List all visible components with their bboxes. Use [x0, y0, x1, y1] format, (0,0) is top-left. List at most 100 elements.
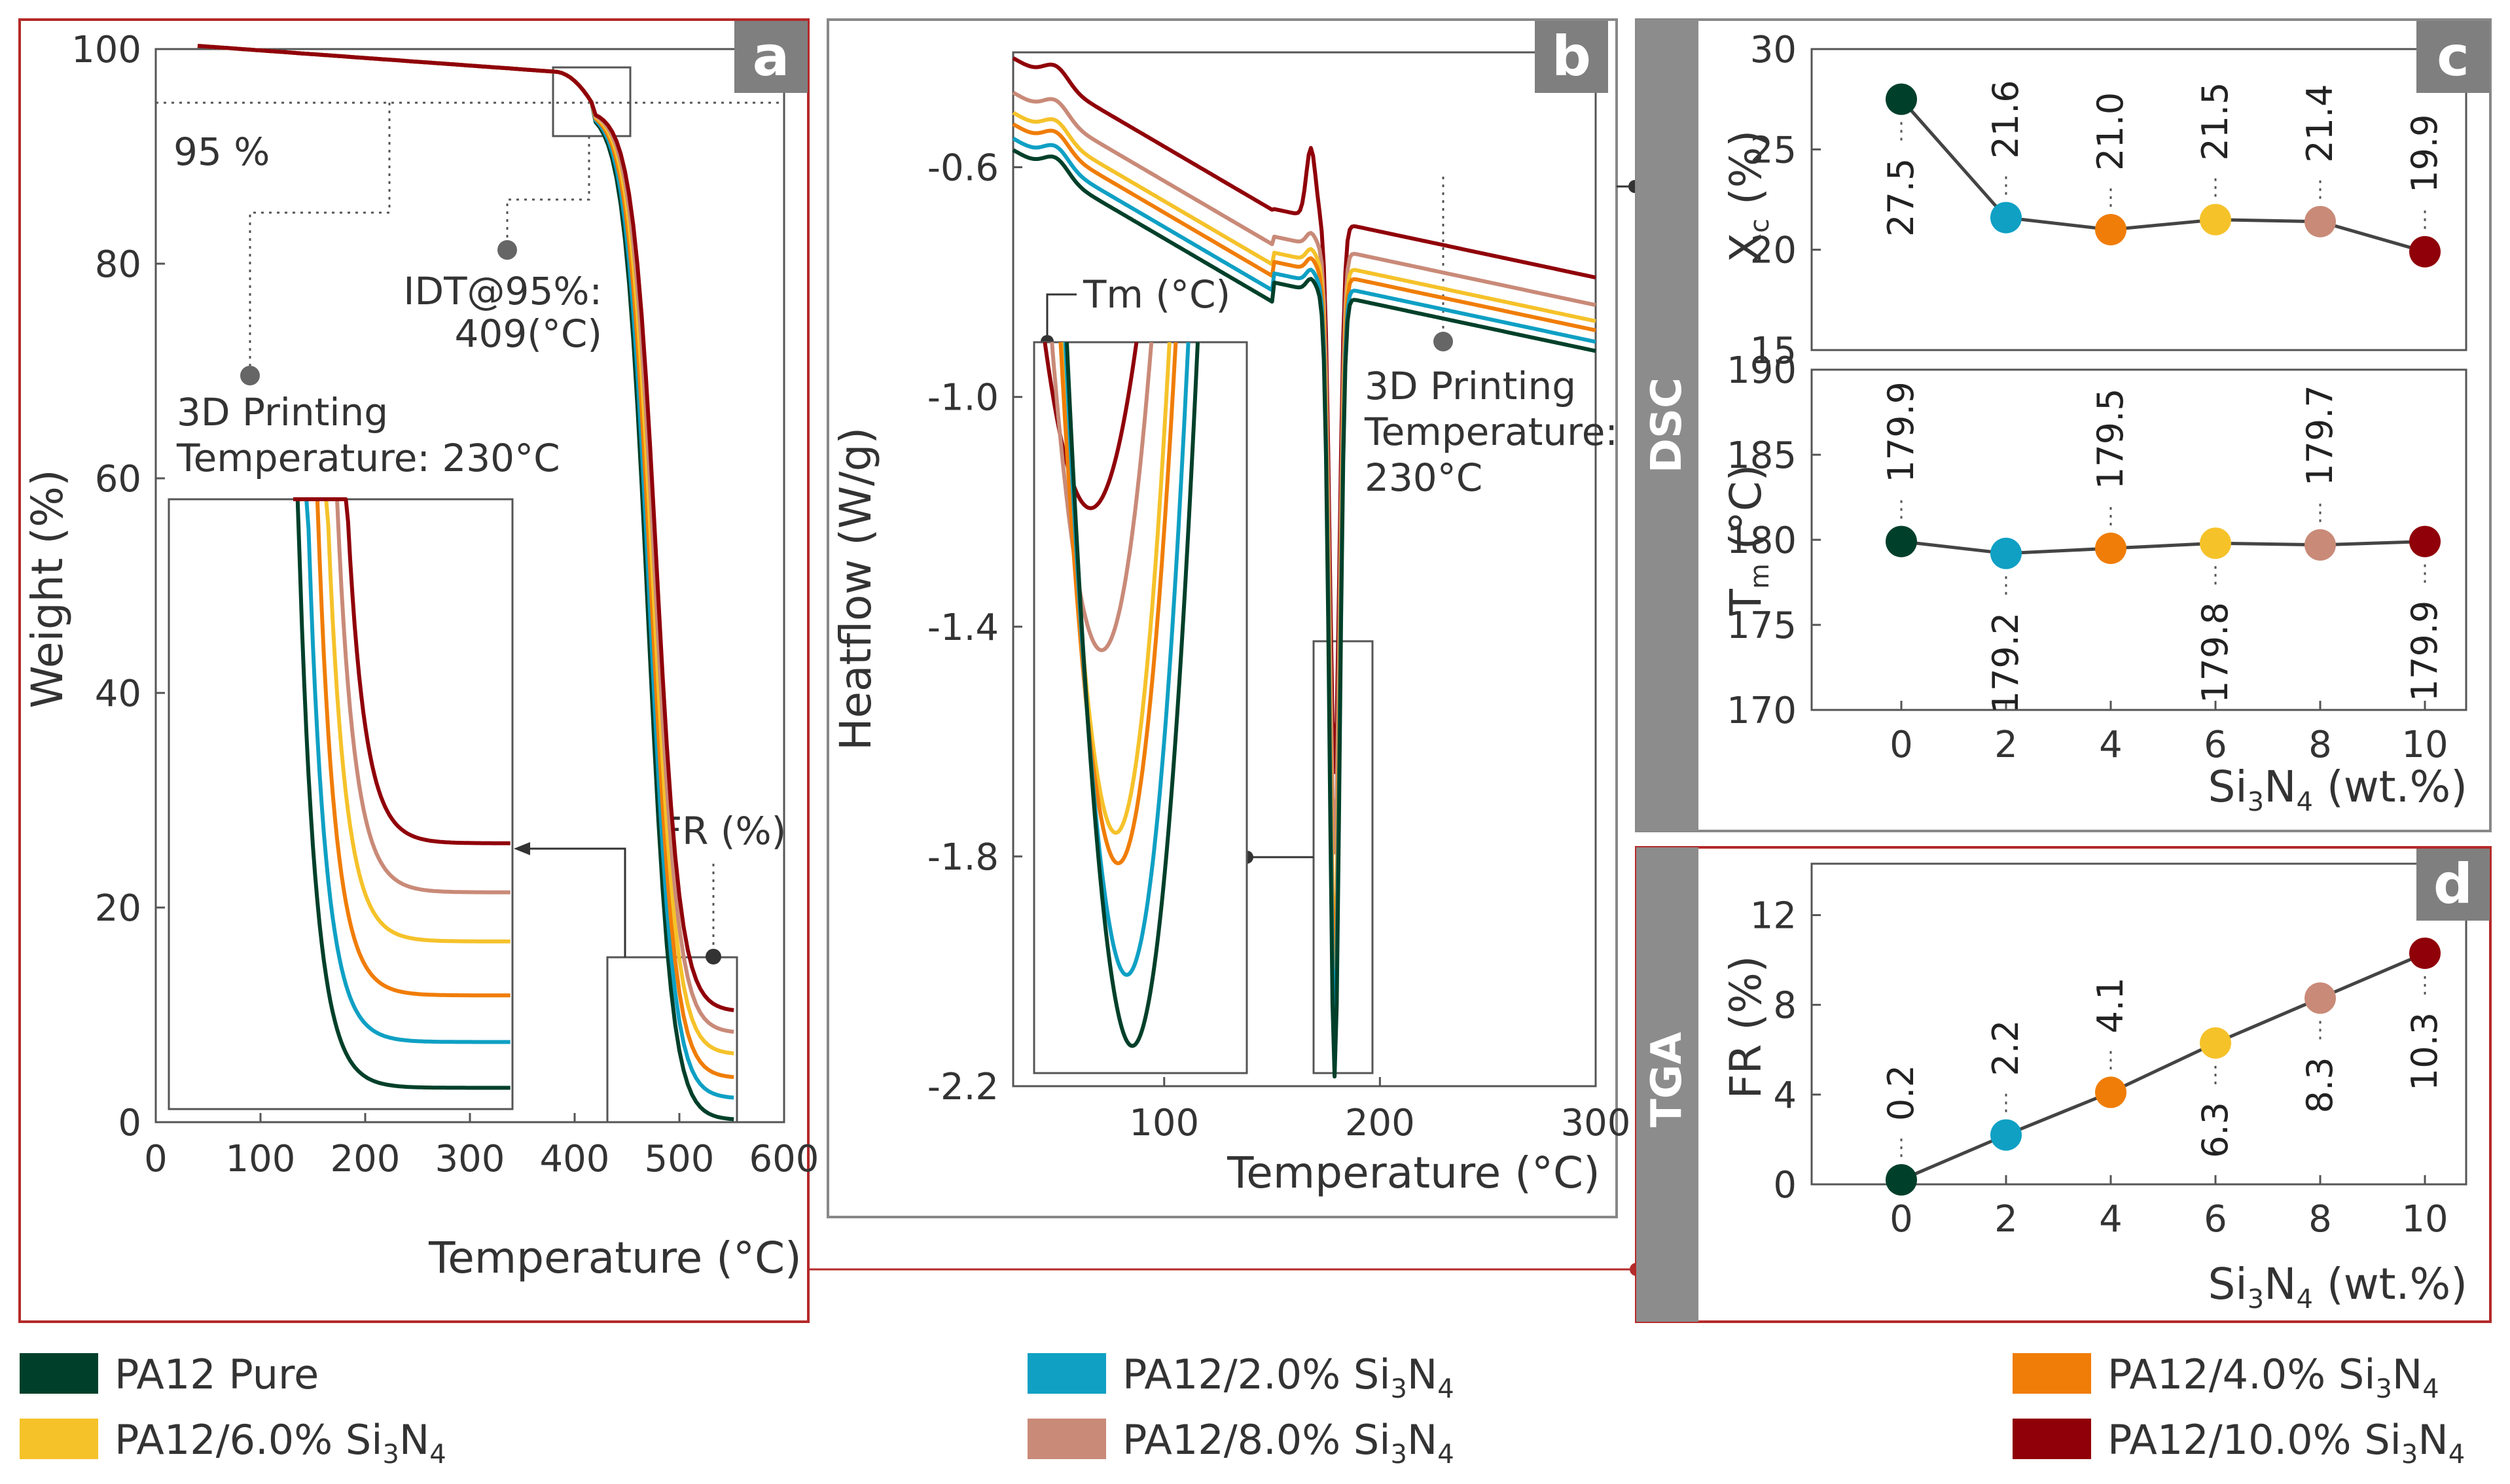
b-x-tick-label: 200: [1345, 1102, 1415, 1144]
xc-y-tick-label: 25: [1750, 129, 1797, 171]
panel-b-dsc-curves: b 100 200 300 -0.6 -1.0 -1.4 -1.8 -2.2 Heatflow…: [827, 18, 1631, 1218]
legend-label-pure: PA12 Pure: [115, 1351, 319, 1398]
fr-label: FR (%): [660, 809, 786, 853]
legend-label-2: PA12/2.0% Si3N4: [1122, 1351, 1454, 1404]
xc-point-10: [2409, 236, 2441, 268]
fr-plot-area: [1810, 862, 2467, 1186]
fr-series-line: [1901, 951, 2426, 1182]
panel-a-badge: [734, 21, 808, 93]
panel-a-x-label: Temperature (°C): [428, 1233, 802, 1283]
a-x-tick-label: 600: [749, 1138, 819, 1180]
tm-value-label: 179.2: [1985, 612, 2026, 714]
xc-y-tick-label: 20: [1750, 230, 1797, 272]
xc-point-6: [2200, 203, 2231, 236]
b-y-tick-label: -1.4: [927, 607, 999, 649]
fr-point-4: [2095, 1076, 2126, 1108]
tm-y-tick-label: 185: [1727, 434, 1797, 477]
a-x-tick-label: 0: [144, 1138, 168, 1180]
tm-point-6: [2200, 527, 2231, 559]
panel-c-badge: [2416, 21, 2490, 93]
tga-side-bar: [1636, 847, 1698, 1322]
fr-value-label: 6.3: [2195, 1102, 2236, 1158]
legend-label-4: PA12/4.0% Si3N4: [2107, 1351, 2439, 1404]
tm-value-label: 179.9: [1880, 381, 1922, 483]
fr-x-tick-label: 0: [1890, 1198, 1913, 1241]
legend-label-6: PA12/6.0% Si3N4: [115, 1416, 446, 1470]
peak-zoom-box: [1312, 640, 1374, 1074]
panel-a-ticks: 0 100 200 300 400 500 600 0 20 40 60 80 100: [71, 29, 819, 1180]
panel-a-inset-curves: [293, 497, 511, 1090]
a-y-tick-label: 60: [95, 458, 141, 501]
dsc-inset-curve-8: [1050, 342, 1154, 652]
panel-b-y-label: Heatflow (W/g): [831, 427, 881, 751]
print-temp-marker: [240, 366, 260, 385]
dsc-curve-4: [1012, 122, 1596, 976]
panel-b-x-label: Temperature (°C): [1227, 1148, 1600, 1198]
dsc-curve-8: [1012, 90, 1596, 855]
a-y-tick-label: 20: [95, 887, 141, 930]
tm-y-tick-label: 180: [1727, 520, 1797, 562]
xc-point-4: [2095, 214, 2126, 245]
xc-y-tick-label: 30: [1750, 29, 1797, 71]
fr-x-tick-label: 2: [1994, 1198, 2018, 1241]
dsc-curve-10: [1012, 56, 1596, 774]
xc-point-2: [1990, 202, 2022, 234]
dsc-curve-2: [1012, 137, 1596, 1038]
panel-c-dsc-summary: DSC c 15 20 25 30 170 175 180 185 190 0 2 4 6 8 10 Xc …: [1635, 18, 2492, 832]
b-x-tick-label: 300: [1561, 1102, 1631, 1144]
dsc-curve-6: [1012, 111, 1596, 958]
dsc-curve-0: [1012, 148, 1596, 1079]
b-y-tick-label: -2.2: [927, 1066, 999, 1108]
panel-c-badge-label: c: [2437, 24, 2469, 88]
idt-leader: [506, 136, 590, 249]
a-x-tick-label: 200: [331, 1138, 401, 1180]
xc-y-label: Xc (%): [1721, 130, 1775, 262]
xc-value-label: 21.5: [2195, 82, 2236, 160]
panel-a-curves: [197, 44, 734, 1122]
inset-arrowhead: [514, 842, 530, 855]
tm-point-8: [2304, 529, 2336, 561]
xc-y-tick-label: 15: [1750, 330, 1797, 372]
legend-label-8: PA12/8.0% Si3N4: [1122, 1416, 1454, 1470]
legend: PA12 Pure PA12/6.0% Si3N4 PA12/2.0% Si3N…: [20, 1351, 2465, 1470]
fr-x-tick-label: 4: [2099, 1198, 2123, 1241]
tm-x-tick-label: 4: [2099, 724, 2123, 766]
fr-x-tick-label: 6: [2204, 1198, 2227, 1241]
panel-a-badge-label: a: [753, 24, 790, 88]
legend-swatch-pure: [20, 1353, 98, 1394]
panel-b-inset-curves: [1043, 342, 1200, 1048]
panel-a-tga-curves: a 0 100 200 300 400 500 600 0 20 40 60 80 100 Weight…: [18, 18, 819, 1323]
legend-swatch-2: [1028, 1353, 1106, 1394]
tga-side-label: TGA: [1643, 1032, 1691, 1127]
panel-d-ticks: 0 4 8 12 0 2 4 6 8 10: [1750, 895, 2448, 1241]
fr-y-tick-label: 12: [1750, 895, 1797, 938]
panel-b-plot-area: [1012, 51, 1597, 1087]
idt-marker: [497, 240, 517, 260]
dsc-inset-curve-0: [1065, 342, 1200, 1048]
fr-x-tick-label: 8: [2308, 1198, 2332, 1241]
legend-label-10: PA12/10.0% Si3N4: [2107, 1416, 2465, 1470]
tm-y-label: Tm (°C): [1721, 465, 1775, 616]
fr-marker: [706, 949, 721, 964]
b-print-temp-label-1: 3D Printing: [1365, 364, 1576, 408]
xc-value-label: 27.5: [1880, 158, 1922, 237]
tga-inset-curve-2: [293, 497, 511, 1044]
xc-series: 27.5 21.6 21.0 21.5 21.4 19.9: [1880, 80, 2445, 268]
panel-b-badge-label: b: [1552, 24, 1591, 88]
b-y-tick-label: -0.6: [927, 147, 999, 190]
tm-y-tick-label: 170: [1727, 690, 1797, 732]
xc-value-label: 19.9: [2404, 114, 2445, 192]
xc-value-label: 21.0: [2090, 92, 2131, 171]
fr-point-0: [1886, 1164, 1917, 1196]
fr-y-tick-label: 8: [1773, 985, 1797, 1027]
fr-y-tick-label: 4: [1773, 1074, 1797, 1117]
fr-y-label: FR (%): [1721, 955, 1771, 1099]
fr-x-tick-label: 10: [2401, 1198, 2448, 1241]
a-x-tick-label: 500: [645, 1138, 715, 1180]
fr-point-2: [1990, 1119, 2022, 1151]
fr-value-label: 10.3: [2404, 1012, 2445, 1091]
fr-value-label: 0.2: [1880, 1065, 1922, 1121]
xc-series-line: [1900, 98, 2426, 254]
fr-y-tick-label: 0: [1773, 1164, 1797, 1207]
